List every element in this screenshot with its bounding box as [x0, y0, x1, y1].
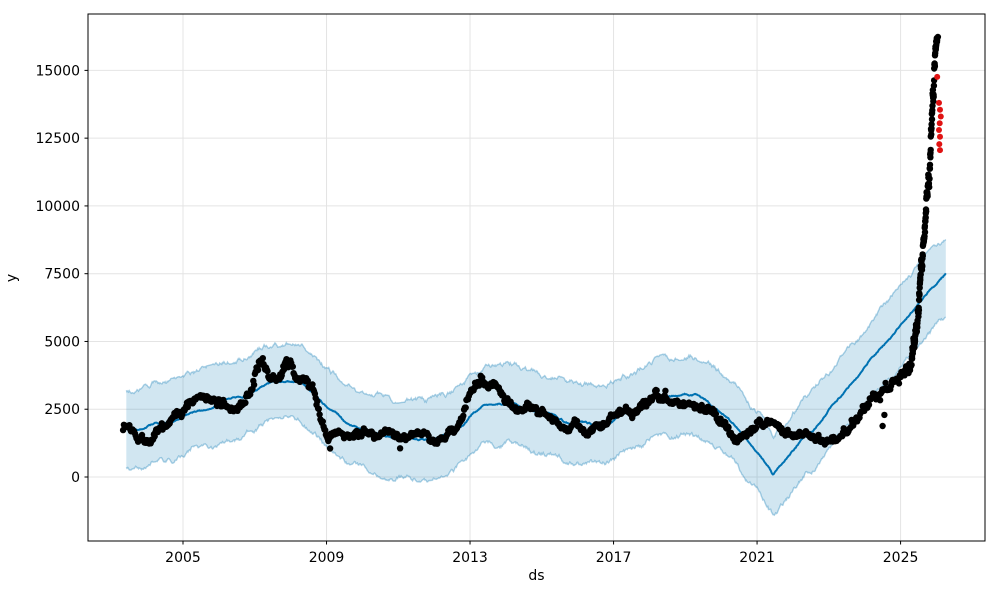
y-tick-label: 5000	[44, 334, 80, 350]
x-tick-label: 2005	[165, 550, 201, 566]
x-tick-label: 2025	[883, 550, 919, 566]
x-tick-label: 2013	[452, 550, 488, 566]
y-tick-label: 15000	[35, 63, 80, 79]
uncertainty-band	[125, 239, 947, 517]
x-tick-label: 2009	[309, 550, 345, 566]
x-tick-labels: 2005 2009 2013 2017 2021 2025	[165, 550, 918, 566]
y-tick-labels: 0 2500 5000 7500 10000 12500 15000	[35, 63, 80, 486]
x-axis-label: ds	[528, 568, 545, 584]
anomaly-scatter	[934, 73, 944, 154]
y-axis-label: y	[4, 273, 20, 283]
y-tick-label: 12500	[35, 131, 80, 147]
y-tick-label: 10000	[35, 199, 80, 215]
band-upper-edge	[125, 239, 947, 440]
x-tick-label: 2017	[596, 550, 632, 566]
y-tick-label: 2500	[44, 402, 80, 418]
x-tick-label: 2021	[739, 550, 775, 566]
band-lower-edge	[125, 316, 946, 517]
axis-ticks	[84, 69, 902, 545]
grid-lines	[88, 14, 985, 541]
y-tick-label: 0	[71, 470, 80, 486]
axes-spines	[84, 13, 986, 545]
y-tick-label: 7500	[44, 267, 80, 283]
actuals-scatter	[119, 33, 942, 452]
